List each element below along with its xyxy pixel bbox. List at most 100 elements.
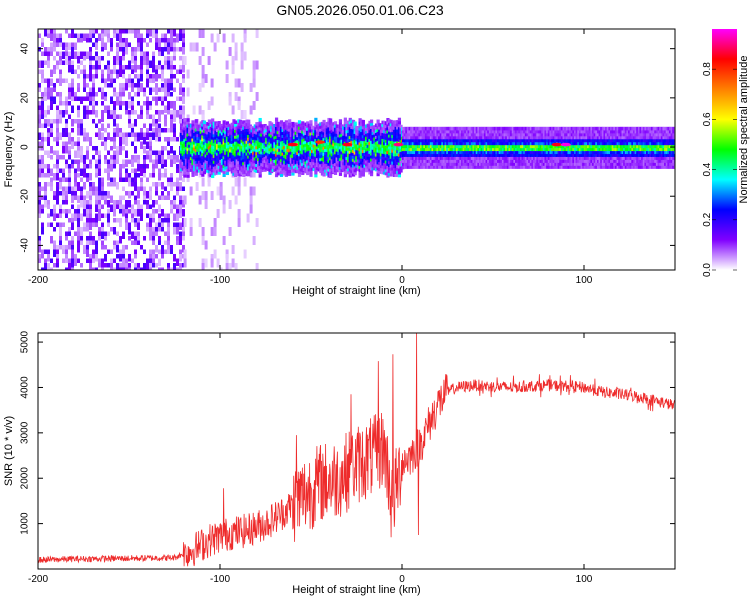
heatmap-cell	[220, 152, 225, 157]
heatmap-cell	[44, 263, 47, 270]
heatmap-cell	[179, 204, 182, 209]
heatmap-cell	[456, 132, 460, 137]
heatmap-cell	[77, 33, 80, 38]
heatmap-cell	[92, 218, 95, 226]
heatmap-cell	[152, 249, 155, 254]
heatmap-cell	[245, 122, 249, 127]
heatmap-cell	[261, 151, 266, 156]
heatmap-cell	[306, 144, 310, 149]
heatmap-cell	[181, 158, 185, 162]
heatmap-cell	[196, 130, 200, 135]
heatmap-cell	[271, 168, 275, 172]
heatmap-cell	[113, 177, 116, 182]
heatmap-cell	[207, 101, 211, 110]
heatmap-cell	[113, 159, 116, 164]
heatmap-cell	[299, 141, 303, 145]
heatmap-cell	[232, 148, 236, 153]
heatmap-cell	[333, 171, 338, 175]
heatmap-cell	[356, 147, 361, 151]
heatmap-cell	[227, 167, 231, 172]
heatmap-cell	[356, 155, 361, 160]
heatmap-cell	[131, 65, 134, 70]
heatmap-cell	[276, 171, 280, 176]
heatmap-cell	[265, 128, 269, 133]
heatmap-cell	[161, 267, 164, 270]
heatmap-cell	[469, 147, 473, 152]
heatmap-cell	[47, 263, 50, 270]
heatmap-cell	[161, 159, 164, 164]
heatmap-cell	[237, 177, 241, 187]
heatmap-cell	[134, 173, 137, 181]
heatmap-cell	[480, 138, 484, 143]
heatmap-cell	[500, 153, 504, 157]
heatmap-cell	[193, 155, 197, 160]
heatmap-cell	[199, 156, 203, 161]
heatmap-cell	[399, 148, 403, 152]
heatmap-cell	[500, 129, 504, 134]
heatmap-cell	[219, 168, 223, 172]
heatmap-cell	[283, 157, 287, 161]
heatmap-cell	[420, 147, 424, 152]
heatmap-cell	[149, 141, 152, 146]
heatmap-cell	[212, 157, 216, 161]
heatmap-cell	[273, 153, 277, 158]
heatmap-cell	[459, 138, 463, 143]
heatmap-cell	[234, 144, 238, 148]
heatmap-cell	[438, 147, 442, 152]
heatmap-cell	[274, 135, 279, 139]
heatmap-cell	[416, 159, 420, 163]
heatmap-cell	[158, 173, 161, 181]
heatmap-cell	[193, 149, 197, 154]
heatmap-cell	[483, 138, 488, 143]
heatmap-cell	[189, 132, 193, 137]
heatmap-cell	[228, 267, 232, 270]
heatmap-cell	[116, 92, 119, 97]
heatmap-cell	[256, 163, 261, 167]
heatmap-cell	[307, 156, 311, 160]
heatmap-cell	[170, 200, 173, 205]
heatmap-cell	[197, 160, 202, 164]
heatmap-cell	[119, 137, 122, 142]
heatmap-cell	[438, 129, 442, 134]
heatmap-cell	[343, 135, 347, 139]
heatmap-cell	[101, 182, 104, 187]
heatmap-cell	[183, 118, 187, 122]
heatmap-cell	[71, 249, 74, 257]
heatmap-cell	[119, 236, 122, 244]
heatmap-cell	[270, 145, 274, 150]
heatmap-cell	[444, 141, 448, 146]
heatmap-cell	[274, 155, 279, 160]
heatmap-cell	[50, 155, 53, 160]
heatmap-cell	[338, 154, 343, 159]
heatmap-cell	[342, 152, 346, 157]
heatmap-cell	[235, 138, 239, 142]
heatmap-cell	[470, 165, 474, 169]
heatmap-cell	[379, 149, 383, 154]
heatmap-cell	[456, 135, 460, 140]
heatmap-cell	[164, 114, 167, 122]
heatmap-cell	[379, 126, 383, 130]
heatmap-cell	[38, 69, 41, 74]
heatmap-cell	[62, 42, 65, 50]
heatmap-cell	[392, 129, 397, 133]
heatmap-cell	[164, 56, 167, 64]
heatmap-cell	[365, 150, 369, 155]
heatmap-cell	[209, 141, 213, 145]
heatmap-cell	[467, 159, 471, 163]
heatmap-cell	[454, 135, 458, 140]
heatmap-cell	[44, 191, 47, 199]
heatmap-cell	[47, 213, 50, 218]
heatmap-cell	[140, 114, 143, 119]
heatmap-cell	[230, 125, 234, 130]
heatmap-cell	[219, 123, 223, 128]
heatmap-cell	[255, 163, 259, 167]
heatmap-cell	[188, 155, 192, 160]
heatmap-cell	[363, 164, 367, 168]
heatmap-cell	[324, 157, 328, 161]
heatmap-cell	[122, 159, 125, 167]
heatmap-cell	[230, 158, 234, 162]
heatmap-cell	[119, 200, 122, 205]
heatmap-cell	[155, 254, 158, 259]
heatmap-cell	[252, 78, 256, 88]
heatmap-cell	[107, 123, 110, 128]
